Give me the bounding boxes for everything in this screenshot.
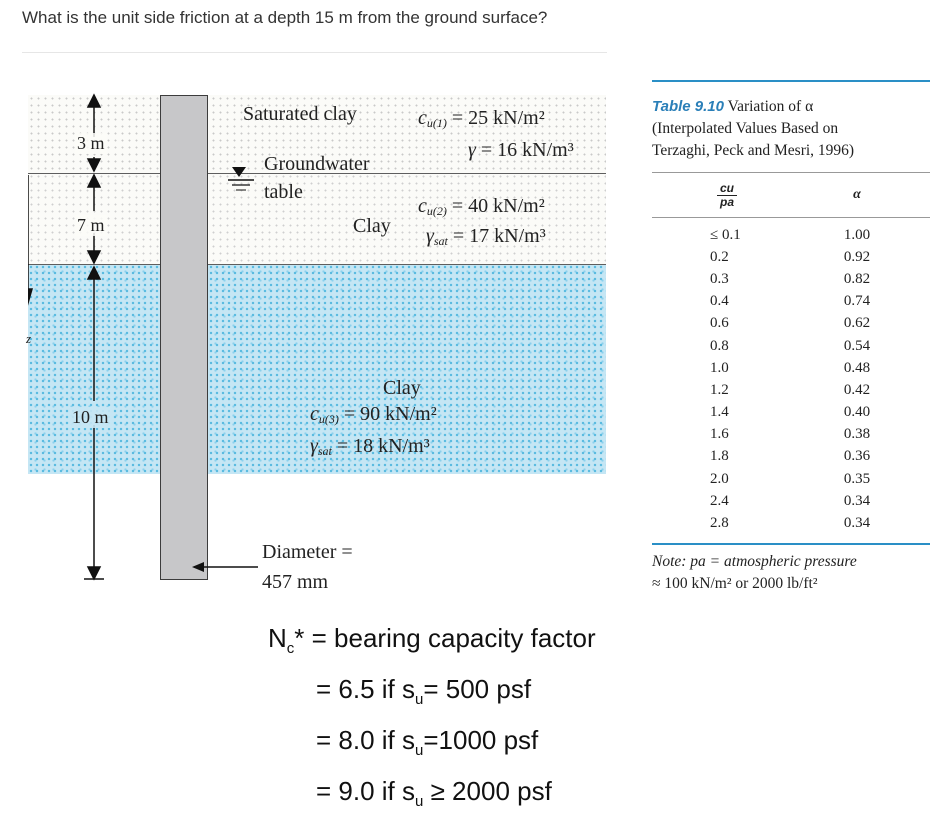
cell-alpha: 0.48 bbox=[843, 359, 871, 376]
table-subtitle-1: (Interpolated Values Based on bbox=[652, 120, 839, 137]
table-row: 1.4 0.40 bbox=[652, 402, 930, 424]
table-row: 1.6 0.38 bbox=[652, 424, 930, 446]
layer1-name: Saturated clay bbox=[243, 103, 357, 125]
depth-label-3m: 3 m bbox=[75, 133, 107, 154]
table-row: 0.6 0.62 bbox=[652, 313, 930, 335]
table-row: ≤ 0.1 1.00 bbox=[652, 224, 930, 246]
cell-cu-pa: 1.6 bbox=[710, 426, 729, 443]
cell-alpha: 0.38 bbox=[843, 426, 871, 443]
table-title: Variation of α bbox=[727, 98, 814, 115]
col-header-alpha: α bbox=[853, 187, 861, 202]
cell-alpha: 0.42 bbox=[843, 381, 871, 398]
water-table-line bbox=[28, 173, 606, 174]
table-top-rule bbox=[652, 80, 930, 82]
water-table-symbol bbox=[228, 167, 254, 191]
nc-line-3: = 8.0 if su=1000 psf bbox=[316, 725, 539, 759]
layer2-gamma: γsat = 17 kN/m³ bbox=[426, 225, 546, 248]
table-header: cu pa α bbox=[652, 172, 930, 218]
table-number: Table 9.10 bbox=[652, 98, 724, 115]
cell-cu-pa: 0.6 bbox=[710, 315, 729, 332]
table-caption: Table 9.10 Variation of α (Interpolated … bbox=[652, 96, 930, 162]
clay-layer-3 bbox=[28, 264, 606, 474]
layer2-name: Clay bbox=[353, 215, 391, 237]
nc-line-1: Nc* = bearing capacity factor bbox=[268, 623, 596, 657]
cell-alpha: 0.34 bbox=[843, 515, 871, 532]
layer1-gamma: γ = 16 kN/m³ bbox=[468, 139, 574, 161]
table-note: Note: pa = atmospheric pressure ≈ 100 kN… bbox=[652, 542, 930, 595]
table-row: 1.0 0.48 bbox=[652, 357, 930, 379]
table-row: 0.4 0.74 bbox=[652, 291, 930, 313]
cell-alpha: 0.62 bbox=[843, 315, 871, 332]
cell-cu-pa: 1.8 bbox=[710, 448, 729, 465]
cell-cu-pa: 2.0 bbox=[710, 470, 729, 487]
cell-alpha: 0.74 bbox=[843, 293, 871, 310]
layer-boundary-line bbox=[28, 264, 606, 265]
cell-cu-pa: 1.4 bbox=[710, 404, 729, 421]
diameter-arrow bbox=[192, 562, 258, 572]
layer3-gamma: γsat = 18 kN/m³ bbox=[310, 435, 430, 458]
cell-alpha: 0.36 bbox=[843, 448, 871, 465]
table-row: 2.4 0.34 bbox=[652, 490, 930, 512]
cell-cu-pa: 0.4 bbox=[710, 293, 729, 310]
bearing-capacity-factor-block: Nc* = bearing capacity factor = 6.5 if s… bbox=[268, 618, 596, 822]
cell-cu-pa: ≤ 0.1 bbox=[710, 226, 741, 243]
clay-layer-2 bbox=[28, 173, 606, 264]
cell-alpha: 0.92 bbox=[843, 248, 871, 265]
question-text: What is the unit side friction at a dept… bbox=[22, 8, 548, 27]
pile bbox=[160, 95, 208, 580]
depth-dimension-arrows bbox=[28, 93, 104, 581]
cell-cu-pa: 2.4 bbox=[710, 492, 729, 509]
cell-alpha: 0.35 bbox=[843, 470, 871, 487]
alpha-table: Table 9.10 Variation of α (Interpolated … bbox=[652, 80, 930, 595]
layer2-cu: cu(2) = 40 kN/m² bbox=[418, 195, 545, 218]
layer3-cu: cu(3) = 90 kN/m² bbox=[310, 403, 437, 426]
diameter-value: 457 mm bbox=[262, 571, 329, 593]
depth-label-7m: 7 m bbox=[75, 215, 107, 236]
cell-cu-pa: 0.3 bbox=[710, 270, 729, 287]
table-row: 0.8 0.54 bbox=[652, 335, 930, 357]
cell-cu-pa: 1.2 bbox=[710, 381, 729, 398]
diameter-label: Diameter = bbox=[262, 541, 353, 563]
cell-alpha: 0.34 bbox=[843, 492, 871, 509]
col-header-cu-pa: cu pa bbox=[652, 181, 802, 209]
depth-axis-label: z bbox=[26, 331, 32, 346]
table-row: 1.8 0.36 bbox=[652, 446, 930, 468]
cell-cu-pa: 0.2 bbox=[710, 248, 729, 265]
table-row: 0.3 0.82 bbox=[652, 268, 930, 290]
saturated-clay-layer bbox=[28, 95, 606, 173]
cell-alpha: 1.00 bbox=[843, 226, 871, 243]
table-row: 1.2 0.42 bbox=[652, 379, 930, 401]
table-subtitle-2: Terzaghi, Peck and Mesri, 1996) bbox=[652, 142, 855, 159]
cell-cu-pa: 2.8 bbox=[710, 515, 729, 532]
layer3-name: Clay bbox=[383, 377, 421, 399]
cell-cu-pa: 0.8 bbox=[710, 337, 729, 354]
cell-cu-pa: 1.0 bbox=[710, 359, 729, 376]
cell-alpha: 0.54 bbox=[843, 337, 871, 354]
layer1-cu: cu(1) = 25 kN/m² bbox=[418, 107, 545, 130]
groundwater-table-label: table bbox=[264, 181, 303, 203]
soil-profile-diagram: 3 m 7 m 10 m z Saturated clay cu(1) = 25… bbox=[26, 93, 606, 593]
cell-alpha: 0.40 bbox=[843, 404, 871, 421]
depth-label-10m: 10 m bbox=[70, 407, 111, 428]
table-row: 0.2 0.92 bbox=[652, 246, 930, 268]
table-row: 2.0 0.35 bbox=[652, 468, 930, 490]
table-row: 2.8 0.34 bbox=[652, 512, 930, 534]
cell-alpha: 0.82 bbox=[843, 270, 871, 287]
groundwater-label: Groundwater bbox=[264, 153, 370, 175]
divider bbox=[22, 52, 607, 53]
nc-line-2: = 6.5 if su= 500 psf bbox=[316, 674, 532, 708]
table-body: ≤ 0.1 1.00 0.2 0.92 0.3 0.82 0.4 0.74 0.6 0.62 0.8… bbox=[652, 218, 930, 535]
nc-line-4: = 9.0 if su ≥ 2000 psf bbox=[316, 776, 552, 810]
